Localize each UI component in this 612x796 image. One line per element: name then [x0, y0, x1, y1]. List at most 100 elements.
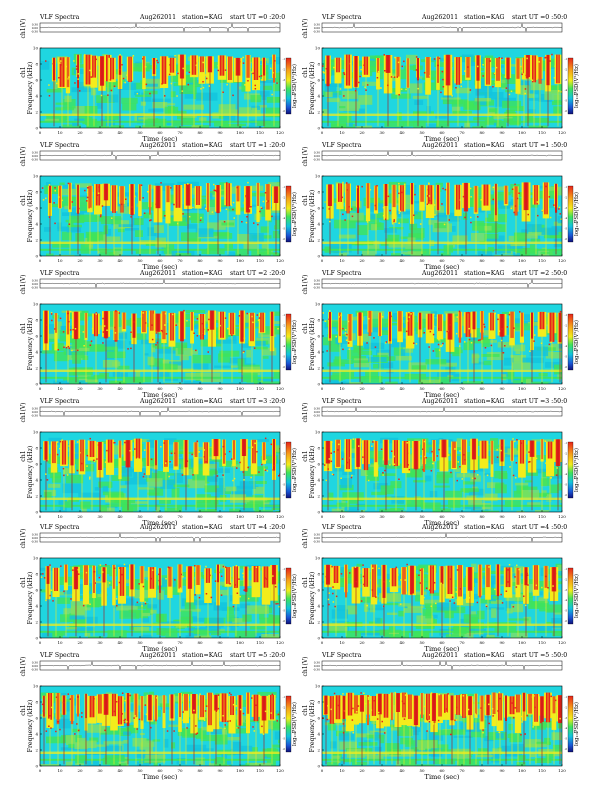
- emission-speckle: [101, 205, 104, 207]
- emission-speckle: [422, 448, 424, 450]
- emission-speckle: [158, 579, 161, 582]
- emission-speckle: [393, 220, 395, 223]
- emission-speckle: [518, 192, 520, 194]
- noise-patch: [530, 80, 551, 91]
- noise-patch: [142, 126, 163, 128]
- y-tick-label: 0: [317, 125, 320, 130]
- x-tick-label: 100: [518, 514, 526, 519]
- spectrogram-image: [40, 48, 280, 128]
- noise-patch: [444, 311, 461, 315]
- noise-patch: [58, 718, 71, 729]
- emission-speckle: [165, 460, 168, 463]
- noise-patch: [472, 220, 485, 231]
- emission-speckle: [349, 572, 351, 574]
- x-tick-label: 40: [399, 258, 405, 263]
- emission-speckle: [89, 69, 91, 72]
- noise-patch: [456, 438, 463, 449]
- emission-speckle: [470, 342, 473, 344]
- emission-speckle: [251, 71, 253, 73]
- emission-speckle: [224, 69, 227, 71]
- noise-patch: [260, 456, 278, 464]
- x-tick-label: 100: [236, 768, 244, 773]
- noise-patch: [485, 637, 500, 638]
- emission-speckle: [455, 719, 458, 721]
- emission-speckle: [186, 320, 188, 322]
- y-tick-label: 6: [317, 77, 320, 82]
- y-tick-label: 6: [35, 77, 38, 82]
- noise-patch: [116, 605, 138, 611]
- emission-speckle: [59, 440, 62, 443]
- y-tick-label: 4: [317, 221, 320, 226]
- noise-patch: [257, 691, 277, 698]
- noise-patch: [371, 491, 387, 496]
- y-tick-label: 8: [317, 189, 320, 194]
- x-axis-title: Time (sec): [425, 645, 460, 653]
- noise-patch: [240, 764, 258, 766]
- noise-patch: [151, 345, 156, 353]
- emission-speckle: [55, 730, 57, 733]
- noise-patch: [391, 93, 411, 99]
- emission-speckle: [105, 564, 107, 566]
- x-tick-label: 10: [57, 130, 63, 135]
- noise-patch: [179, 86, 197, 94]
- emission-speckle: [537, 214, 539, 217]
- emission-speckle: [193, 709, 195, 712]
- emission-speckle: [346, 333, 348, 336]
- emission-speckle: [500, 339, 503, 342]
- noise-patch: [362, 333, 369, 342]
- noise-patch: [60, 505, 67, 512]
- emission-speckle: [272, 469, 274, 471]
- emission-speckle: [380, 87, 382, 89]
- y-tick-label: 2: [35, 747, 38, 752]
- y-tick-label: 10: [33, 683, 39, 688]
- trace-tick-label: -0.30: [313, 29, 320, 33]
- noise-patch: [368, 621, 380, 626]
- emission-speckle: [379, 87, 382, 89]
- noise-patch: [50, 203, 65, 208]
- noise-patch: [133, 468, 152, 478]
- emission-speckle: [387, 84, 389, 87]
- colorbar-tick-label: -3: [565, 717, 568, 720]
- emission-speckle: [482, 731, 484, 734]
- noise-patch: [346, 631, 361, 638]
- emission-speckle: [527, 584, 529, 586]
- x-tick-label: 40: [399, 514, 405, 519]
- noise-patch: [401, 185, 417, 195]
- emission-speckle: [540, 342, 543, 344]
- emission-speckle: [277, 328, 279, 330]
- noise-patch: [246, 502, 264, 507]
- x-tick-label: 90: [499, 768, 505, 773]
- emission-speckle: [243, 350, 245, 353]
- emission-speckle: [457, 461, 460, 463]
- noise-patch: [170, 91, 176, 98]
- colorbar-tick-label: -5: [565, 610, 568, 613]
- panel-title-station: station=KAG: [464, 14, 505, 21]
- noise-patch: [333, 359, 354, 364]
- colorbar: [567, 57, 574, 115]
- trace-tick-label: 0.00: [32, 282, 38, 286]
- emission-speckle: [272, 72, 274, 74]
- colorbar-tick-label: -3: [565, 335, 568, 338]
- emission-speckle: [70, 598, 72, 600]
- emission-speckle: [560, 91, 562, 93]
- emission-speckle: [59, 60, 62, 62]
- noise-patch: [53, 351, 69, 362]
- panel-title-date: Aug262011: [421, 142, 458, 149]
- emission-speckle: [400, 579, 402, 581]
- emission-speckle: [397, 574, 399, 576]
- emission-speckle: [544, 575, 547, 578]
- emission-speckle: [147, 191, 149, 193]
- emission-speckle: [485, 464, 487, 466]
- noise-patch: [258, 79, 276, 83]
- noise-patch: [521, 229, 528, 236]
- x-tick-label: 10: [57, 768, 63, 773]
- emission-speckle: [322, 71, 325, 73]
- trace-tick-label: 0.30: [314, 23, 320, 27]
- x-tick-label: 20: [359, 768, 365, 773]
- x-tick-label: 70: [459, 514, 465, 519]
- emission-speckle: [102, 342, 104, 344]
- noise-patch: [475, 86, 493, 96]
- noise-patch: [71, 605, 85, 615]
- emission-speckle: [514, 707, 517, 709]
- emission-speckle: [524, 88, 527, 90]
